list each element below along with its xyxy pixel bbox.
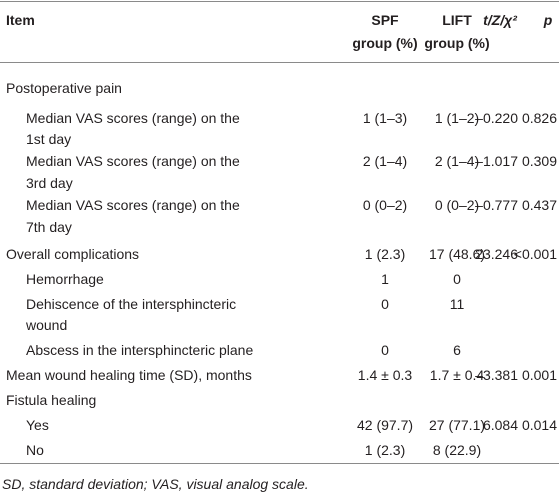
header-cell: p: [543, 12, 553, 28]
cell: 23.246: [475, 246, 518, 262]
cell: 1 (2.3): [364, 442, 406, 458]
row-label: Fistula healing: [6, 392, 97, 408]
row-label: 7th day: [26, 219, 72, 235]
cell: –1.017: [475, 153, 518, 169]
row-label: Median VAS scores (range) on the: [26, 110, 240, 126]
row-label: Median VAS scores (range) on the: [26, 153, 240, 169]
cell: 8 (22.9): [432, 442, 482, 458]
header-cell: SPF: [371, 12, 399, 28]
row-label: Hemorrhage: [26, 271, 104, 287]
cell: 1 (2.3): [364, 246, 406, 262]
row-label: wound: [26, 317, 68, 333]
header-cell: t/Z/χ²: [483, 12, 517, 28]
cell: –3.381: [475, 367, 518, 383]
cell: 0 (0–2): [434, 197, 480, 213]
cell: –0.220: [475, 110, 518, 126]
footnote: SD, standard deviation; VAS, visual anal…: [2, 476, 309, 492]
header-cell: Item: [6, 12, 35, 28]
row-label: Abscess in the intersphincteric plane: [26, 342, 254, 358]
header-cell: LIFT: [442, 12, 472, 28]
cell: 2 (1–4): [362, 153, 408, 169]
top-rule: [0, 1, 559, 2]
row-label: Dehiscence of the intersphincteric: [26, 296, 237, 312]
cell: 11: [449, 296, 465, 312]
row-label: No: [26, 442, 44, 458]
cell: <0.001: [513, 246, 557, 262]
row-label: 1st day: [26, 131, 72, 147]
cell: 2 (1–4): [434, 153, 480, 169]
cell: 0: [381, 296, 389, 312]
bottom-rule: [0, 463, 559, 464]
row-label: 3rd day: [26, 175, 73, 191]
row-label: Median VAS scores (range) on the: [26, 197, 240, 213]
cell: 0.001: [521, 367, 557, 383]
cell: 0.826: [521, 110, 557, 126]
cell: 0: [453, 271, 461, 287]
cell: 0.014: [521, 417, 557, 433]
cell: 1.7 ± 0.4: [429, 367, 485, 383]
row-label: Overall complications: [6, 246, 140, 262]
row-label: Postoperative pain: [6, 80, 122, 96]
row-label: Mean wound healing time (SD), months: [6, 367, 252, 383]
cell: 6: [453, 342, 461, 358]
header-rule: [0, 62, 559, 63]
cell: 0 (0–2): [362, 197, 408, 213]
cell: 6.084: [482, 417, 518, 433]
cell: –0.777: [475, 197, 518, 213]
cell: 1 (1–2): [434, 110, 480, 126]
header-cell: group (%): [352, 35, 418, 51]
cell: 1 (1–3): [362, 110, 408, 126]
row-label: Yes: [26, 417, 49, 433]
cell: 0.309: [521, 153, 557, 169]
cell: 1.4 ± 0.3: [357, 367, 413, 383]
cell: 27 (77.1): [428, 417, 486, 433]
cell: 42 (97.7): [356, 417, 414, 433]
cell: 0: [381, 342, 389, 358]
cell: 17 (48.6): [428, 246, 486, 262]
cell: 0.437: [521, 197, 557, 213]
cell: 1: [381, 271, 389, 287]
header-cell: group (%): [424, 35, 490, 51]
